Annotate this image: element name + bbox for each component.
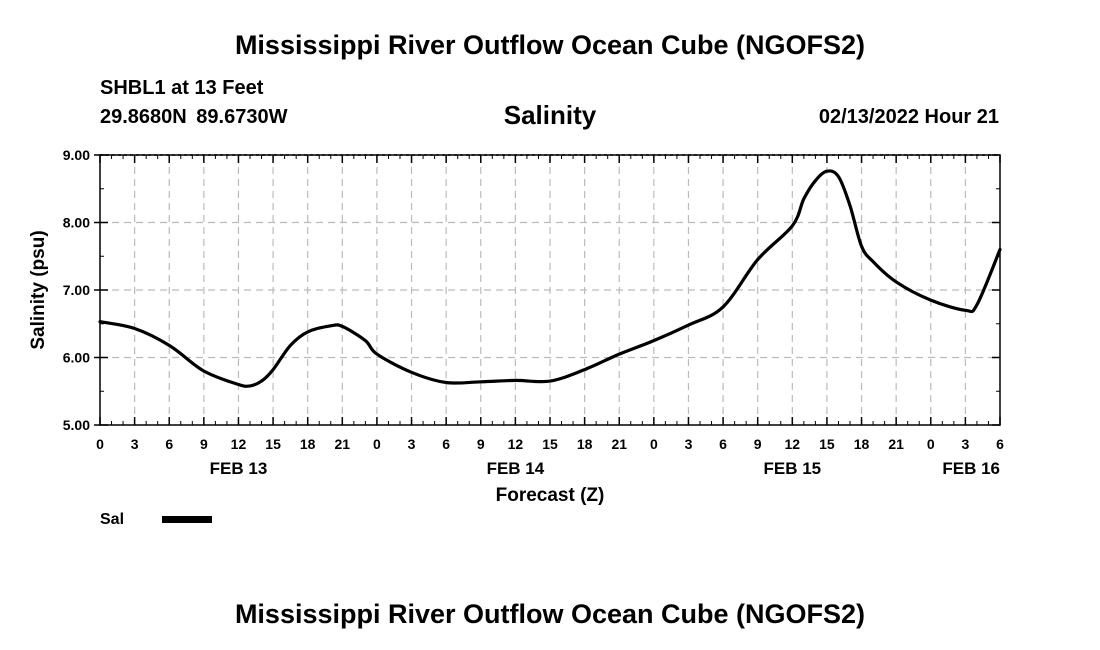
series-line-sal (98, 169, 1002, 388)
x-axis-title: Forecast (Z) (496, 485, 605, 506)
x-tick-label: 3 (131, 436, 139, 452)
y-tick-label: 9.00 (63, 147, 90, 163)
x-tick-label: 18 (577, 436, 593, 452)
x-tick-label: 0 (373, 436, 381, 452)
x-tick-label: 6 (719, 436, 727, 452)
y-tick-label: 6.00 (63, 350, 90, 366)
x-tick-label: 3 (961, 436, 969, 452)
x-tick-label: 6 (996, 436, 1004, 452)
x-tick-labels: 0 3 6 9 12 15 18 21 0 3 6 9 12 15 18 21 0 3 6 9 12 15 18 21 0 3 6 (96, 436, 1004, 452)
datetime-label: 02/13/2022 Hour 21 (818, 106, 999, 128)
day-label: FEB 16 (942, 459, 1000, 478)
x-tick-label: 15 (819, 436, 835, 452)
x-tick-label: 15 (542, 436, 558, 452)
x-tick-label: 9 (477, 436, 485, 452)
x-tick-label: 21 (335, 436, 351, 452)
chart-title: Salinity (503, 100, 597, 130)
y-tick-label: 8.00 (63, 215, 90, 231)
x-tick-label: 12 (785, 436, 801, 452)
y-axis-title: Salinity (psu) (28, 230, 49, 349)
x-tick-label: 9 (200, 436, 208, 452)
day-label: FEB 14 (487, 459, 545, 478)
x-tick-label: 0 (927, 436, 935, 452)
x-tick-label: 0 (650, 436, 658, 452)
x-tick-label: 12 (508, 436, 524, 452)
day-label: FEB 15 (763, 459, 821, 478)
footer-title: Mississippi River Outflow Ocean Cube (NG… (234, 599, 866, 629)
x-tick-label: 15 (265, 436, 281, 452)
x-tick-label: 18 (854, 436, 870, 452)
y-tick-label: 5.00 (63, 417, 90, 433)
main-title: Mississippi River Outflow Ocean Cube (NG… (234, 30, 866, 60)
day-label: FEB 13 (210, 459, 268, 478)
x-tick-label: 6 (165, 436, 173, 452)
day-labels: FEB 13 FEB 14 FEB 15 FEB 16 (210, 459, 1000, 478)
y-tick-labels: 5.00 6.00 7.00 8.00 9.00 (63, 147, 90, 433)
x-tick-label: 21 (611, 436, 627, 452)
y-tick-label: 7.00 (63, 282, 90, 298)
x-tick-label: 0 (96, 436, 104, 452)
x-tick-label: 9 (754, 436, 762, 452)
x-tick-label: 6 (442, 436, 450, 452)
coordinates-label: 29.8680N 89.6730W (100, 106, 288, 128)
x-tick-label: 3 (408, 436, 416, 452)
legend-label: Sal (100, 511, 125, 528)
legend-swatch (162, 516, 212, 523)
x-tick-label: 18 (300, 436, 316, 452)
x-tick-label: 21 (888, 436, 904, 452)
tick-layer (94, 154, 1001, 426)
x-tick-label: 3 (685, 436, 693, 452)
x-tick-label: 12 (231, 436, 247, 452)
station-label: SHBL1 at 13 Feet (100, 77, 264, 99)
